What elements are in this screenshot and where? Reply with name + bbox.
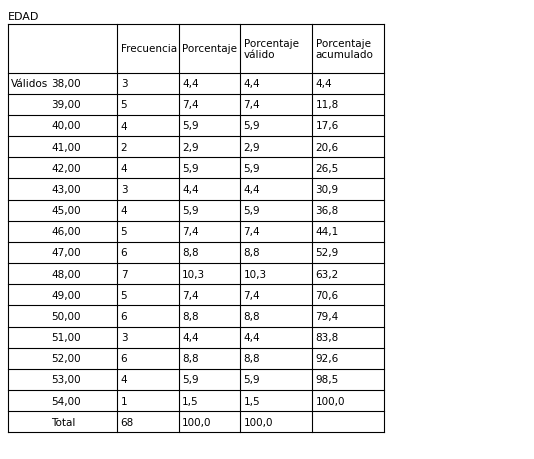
Text: 3: 3	[121, 332, 127, 342]
Text: 4,4: 4,4	[244, 332, 260, 342]
Text: 54,00: 54,00	[51, 396, 81, 406]
Text: 98,5: 98,5	[316, 375, 339, 385]
Text: 5: 5	[121, 100, 127, 110]
Text: Porcentaje: Porcentaje	[182, 45, 237, 54]
Text: Frecuencia: Frecuencia	[121, 45, 177, 54]
Text: 5,9: 5,9	[182, 206, 199, 216]
Text: 4,4: 4,4	[244, 79, 260, 89]
Text: Válidos: Válidos	[11, 79, 49, 89]
Text: 52,9: 52,9	[316, 248, 339, 258]
Text: 52,00: 52,00	[51, 353, 81, 364]
Text: 5,9: 5,9	[244, 121, 260, 131]
Text: 42,00: 42,00	[51, 163, 81, 174]
Text: 30,9: 30,9	[316, 185, 339, 195]
Text: 7,4: 7,4	[182, 100, 199, 110]
Text: EDAD: EDAD	[8, 11, 40, 22]
Text: 1,5: 1,5	[244, 396, 260, 406]
Text: 5,9: 5,9	[182, 163, 199, 174]
Text: 2,9: 2,9	[244, 142, 260, 152]
Text: 6: 6	[121, 353, 127, 364]
Text: 5: 5	[121, 290, 127, 300]
Text: 7,4: 7,4	[244, 227, 260, 237]
Text: 100,0: 100,0	[316, 396, 345, 406]
Text: 4,4: 4,4	[182, 185, 199, 195]
Text: 4: 4	[121, 163, 127, 174]
Text: 79,4: 79,4	[316, 311, 339, 321]
Text: 3: 3	[121, 79, 127, 89]
Text: 5,9: 5,9	[244, 163, 260, 174]
Text: 8,8: 8,8	[244, 311, 260, 321]
Text: 7,4: 7,4	[244, 100, 260, 110]
Text: 26,5: 26,5	[316, 163, 339, 174]
Text: 100,0: 100,0	[182, 417, 211, 427]
Text: 45,00: 45,00	[51, 206, 81, 216]
Text: 4: 4	[121, 206, 127, 216]
Text: 1: 1	[121, 396, 127, 406]
Text: 7,4: 7,4	[182, 227, 199, 237]
Text: 50,00: 50,00	[51, 311, 81, 321]
Text: 8,8: 8,8	[182, 353, 199, 364]
Text: 4,4: 4,4	[244, 185, 260, 195]
Text: 1,5: 1,5	[182, 396, 199, 406]
Text: 41,00: 41,00	[51, 142, 81, 152]
Text: 17,6: 17,6	[316, 121, 339, 131]
Text: Porcentaje
acumulado: Porcentaje acumulado	[316, 39, 373, 60]
Text: Porcentaje
válido: Porcentaje válido	[244, 39, 299, 60]
Text: 92,6: 92,6	[316, 353, 339, 364]
Text: 44,1: 44,1	[316, 227, 339, 237]
Text: 4,4: 4,4	[182, 79, 199, 89]
Text: 63,2: 63,2	[316, 269, 339, 279]
Text: 68: 68	[121, 417, 134, 427]
Text: 5,9: 5,9	[182, 375, 199, 385]
Text: 8,8: 8,8	[244, 248, 260, 258]
Text: 7,4: 7,4	[182, 290, 199, 300]
Text: 5,9: 5,9	[244, 206, 260, 216]
Text: 5,9: 5,9	[244, 375, 260, 385]
Text: Total: Total	[51, 417, 76, 427]
Text: 4: 4	[121, 121, 127, 131]
Text: 53,00: 53,00	[51, 375, 81, 385]
Text: 40,00: 40,00	[51, 121, 81, 131]
Text: 8,8: 8,8	[182, 248, 199, 258]
Text: 3: 3	[121, 185, 127, 195]
Text: 49,00: 49,00	[51, 290, 81, 300]
Text: 4,4: 4,4	[316, 79, 332, 89]
Text: 4: 4	[121, 375, 127, 385]
Text: 2,9: 2,9	[182, 142, 199, 152]
Text: 46,00: 46,00	[51, 227, 81, 237]
Text: 6: 6	[121, 311, 127, 321]
Text: 36,8: 36,8	[316, 206, 339, 216]
Text: 39,00: 39,00	[51, 100, 81, 110]
Text: 38,00: 38,00	[51, 79, 81, 89]
Text: 7: 7	[121, 269, 127, 279]
Text: 6: 6	[121, 248, 127, 258]
Text: 7,4: 7,4	[244, 290, 260, 300]
Text: 8,8: 8,8	[244, 353, 260, 364]
Text: 43,00: 43,00	[51, 185, 81, 195]
Text: 48,00: 48,00	[51, 269, 81, 279]
Text: 5: 5	[121, 227, 127, 237]
Text: 2: 2	[121, 142, 127, 152]
Text: 83,8: 83,8	[316, 332, 339, 342]
Text: 100,0: 100,0	[244, 417, 273, 427]
Text: 8,8: 8,8	[182, 311, 199, 321]
Text: 5,9: 5,9	[182, 121, 199, 131]
Text: 47,00: 47,00	[51, 248, 81, 258]
Text: 4,4: 4,4	[182, 332, 199, 342]
Text: 70,6: 70,6	[316, 290, 339, 300]
Text: 20,6: 20,6	[316, 142, 339, 152]
Text: 10,3: 10,3	[182, 269, 205, 279]
Text: 10,3: 10,3	[244, 269, 266, 279]
Text: 51,00: 51,00	[51, 332, 81, 342]
Text: 11,8: 11,8	[316, 100, 339, 110]
